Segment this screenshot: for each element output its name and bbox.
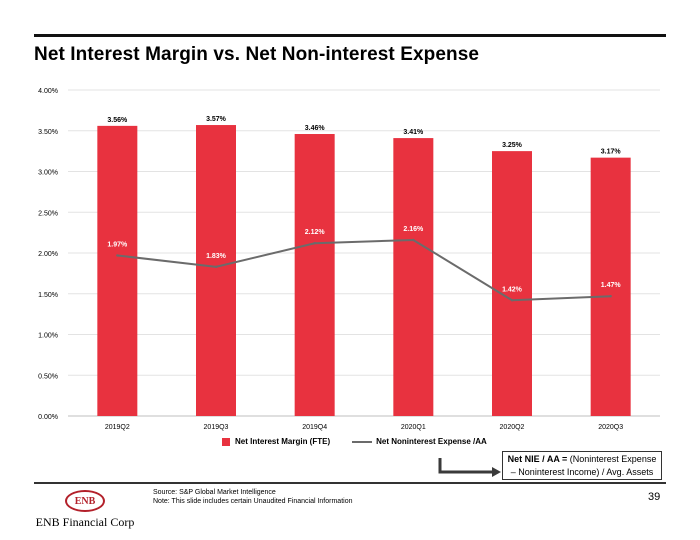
series-line (117, 238, 611, 302)
line-value-label: 2.16% (403, 226, 424, 233)
bar (97, 125, 138, 417)
line-point (510, 299, 514, 302)
line-point (116, 254, 119, 257)
bar (393, 138, 434, 416)
footer-rule (34, 482, 666, 484)
definition-text-1: (Noninterest Expense (567, 454, 657, 464)
y-tick-label: 3.50% (38, 129, 58, 136)
chart-legend: Net Interest Margin (FTE) Net Noninteres… (222, 437, 509, 446)
company-logo: ENB ENB Financial Corp (34, 490, 136, 530)
x-tick-label: 2020Q3 (598, 424, 623, 431)
y-tick-label: 2.50% (38, 210, 58, 217)
bracket-arrow-icon (438, 458, 501, 477)
y-tick-label: 0.00% (38, 414, 58, 421)
page-number: 39 (648, 491, 661, 503)
line-value-label: 1.83% (206, 253, 227, 260)
y-tick-label: 2.00% (38, 251, 58, 258)
bar (590, 157, 631, 416)
x-tick-label: 2020Q1 (401, 424, 426, 431)
bar-value-label: 3.56% (107, 117, 128, 124)
legend-label-line: Net Noninterest Expense /AA (376, 437, 487, 446)
y-tick-label: 1.00% (38, 333, 58, 340)
legend-label-bars: Net Interest Margin (FTE) (235, 437, 331, 446)
definition-text-2: – Noninterest Income) / Avg. Assets (510, 467, 654, 477)
bar-value-label: 3.41% (403, 129, 424, 136)
bar-value-label: 3.25% (502, 142, 523, 149)
bar-value-label: 3.46% (305, 125, 326, 132)
slide-title: Net Interest Margin vs. Net Non-interest… (34, 44, 480, 65)
legend-swatch-bars (222, 437, 230, 446)
x-tick-label: 2020Q2 (500, 424, 525, 431)
x-tick-label: 2019Q3 (204, 424, 229, 431)
y-tick-label: 1.50% (38, 292, 58, 299)
x-tick-label: 2019Q4 (302, 424, 327, 431)
legend-item-line: Net Noninterest Expense /AA (352, 437, 487, 446)
footnote: Note: This slide includes certain Unaudi… (153, 498, 353, 505)
y-tick-label: 3.00% (38, 170, 58, 177)
x-tick-label: 2019Q2 (105, 424, 130, 431)
line-point (412, 238, 415, 242)
title-rule (34, 34, 666, 37)
bar-value-label: 3.57% (206, 116, 227, 123)
bar-value-label: 3.17% (601, 149, 622, 156)
line-value-label: 2.12% (305, 229, 326, 236)
bar (196, 125, 236, 417)
line-value-label: 1.97% (107, 241, 128, 248)
line-value-label: 1.42% (502, 286, 523, 293)
line-value-label: 1.47% (601, 282, 622, 289)
legend-swatch-line (352, 440, 373, 443)
line-point (609, 294, 612, 298)
legend-item-bars: Net Interest Margin (FTE) (222, 437, 330, 446)
source-note: Source: S&P Global Market Intelligence (153, 489, 276, 496)
bar (294, 134, 335, 416)
definition-term: Net NIE / AA = (507, 454, 568, 464)
definition-box: Net NIE / AA = (Noninterest Expense – No… (502, 451, 662, 480)
company-name: ENB Financial Corp (35, 515, 135, 529)
y-tick-label: 4.00% (38, 88, 58, 95)
line-point (214, 265, 218, 269)
bar (492, 151, 532, 416)
y-tick-label: 0.50% (38, 373, 58, 380)
line-point (313, 242, 316, 245)
enb-seal-icon: ENB (65, 490, 105, 512)
